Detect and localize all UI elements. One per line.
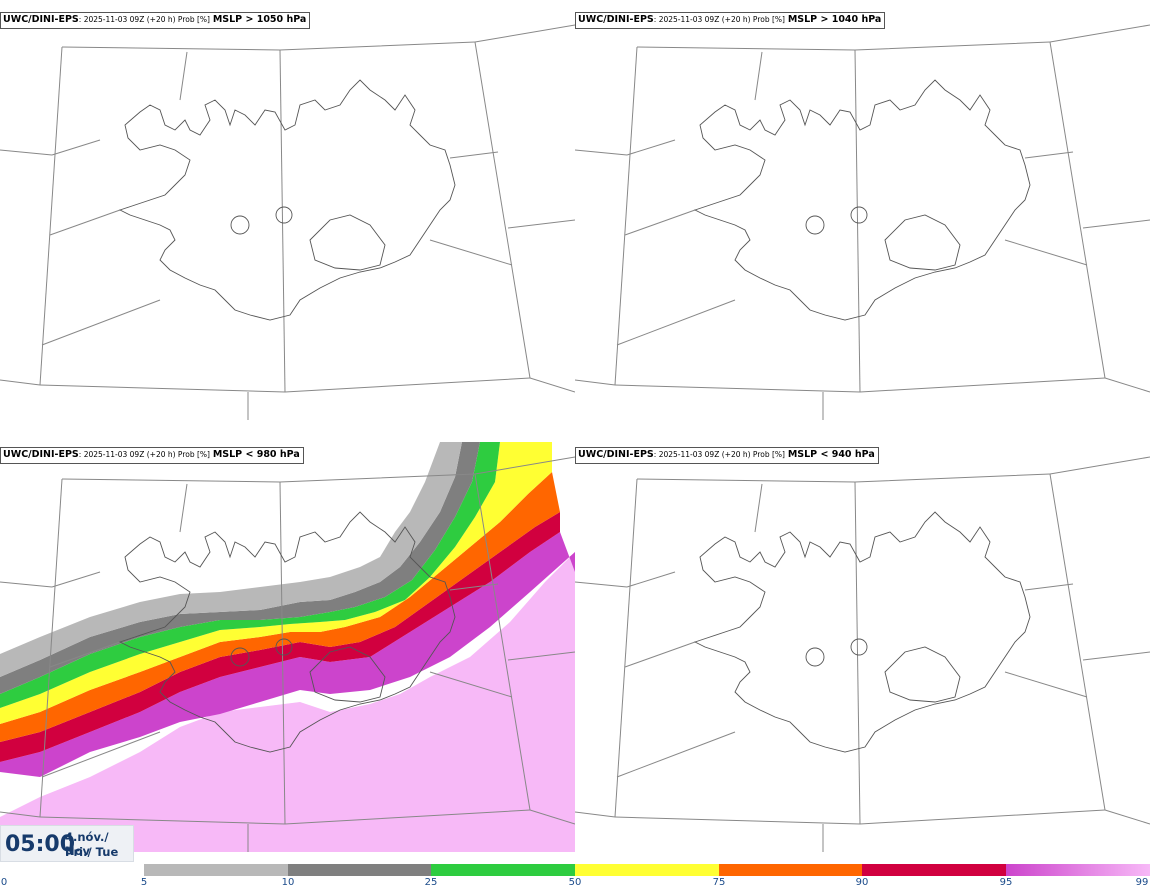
panel-title: UWC/DINI-EPS: 2025-11-03 09Z (+20 h) Pro… [575,12,886,29]
panel-title: UWC/DINI-EPS: 2025-11-03 09Z (+20 h) Pro… [0,12,311,29]
map-panel-mslp-lt-980: UWC/DINI-EPS: 2025-11-03 09Z (+20 h) Pro… [0,432,575,852]
valid-hour: 05:00 [5,832,76,857]
colorbar-segment-5-10 [144,864,288,876]
colorbar-tick: 75 [712,877,726,888]
colorbar-tick: 10 [281,877,295,888]
colorbar-tick: 99 [1135,877,1149,888]
probability-colorbar: 0 5 10 25 50 75 90 95 99 [0,862,1150,891]
map-panel-mslp-gt-1050: UWC/DINI-EPS: 2025-11-03 09Z (+20 h) Pro… [0,0,575,432]
iceland-map [0,24,575,421]
map-panel-mslp-lt-940: UWC/DINI-EPS: 2025-11-03 09Z (+20 h) Pro… [575,432,1150,852]
iceland-map-probability [0,442,575,852]
colorbar-segment-95-99 [1006,864,1150,876]
panel-title: UWC/DINI-EPS: 2025-11-03 09Z (+20 h) Pro… [575,447,879,464]
map-panel-mslp-gt-1040: UWC/DINI-EPS: 2025-11-03 09Z (+20 h) Pro… [575,0,1150,432]
colorbar-tick: 25 [424,877,438,888]
iceland-map [575,456,1150,852]
colorbar-tick: 50 [568,877,582,888]
colorbar-segment-90-95 [862,864,1006,876]
colorbar-segment-75-90 [719,864,862,876]
colorbar-segment-10-25 [288,864,431,876]
valid-weekday: Þri./ Tue [65,845,119,859]
valid-time-box: 05:00 4.nóv./ Nov Þri./ Tue [0,825,134,862]
colorbar-tick: 5 [140,877,148,888]
colorbar-tick: 95 [999,877,1013,888]
panel-title: UWC/DINI-EPS: 2025-11-03 09Z (+20 h) Pro… [0,447,304,464]
colorbar-segment-25-50 [431,864,575,876]
valid-date: 4.nóv./ Nov [65,830,109,858]
colorbar-segment-50-75 [575,864,719,876]
iceland-map [575,24,1150,421]
colorbar-tick: 0 [0,877,8,888]
colorbar-tick: 90 [855,877,869,888]
